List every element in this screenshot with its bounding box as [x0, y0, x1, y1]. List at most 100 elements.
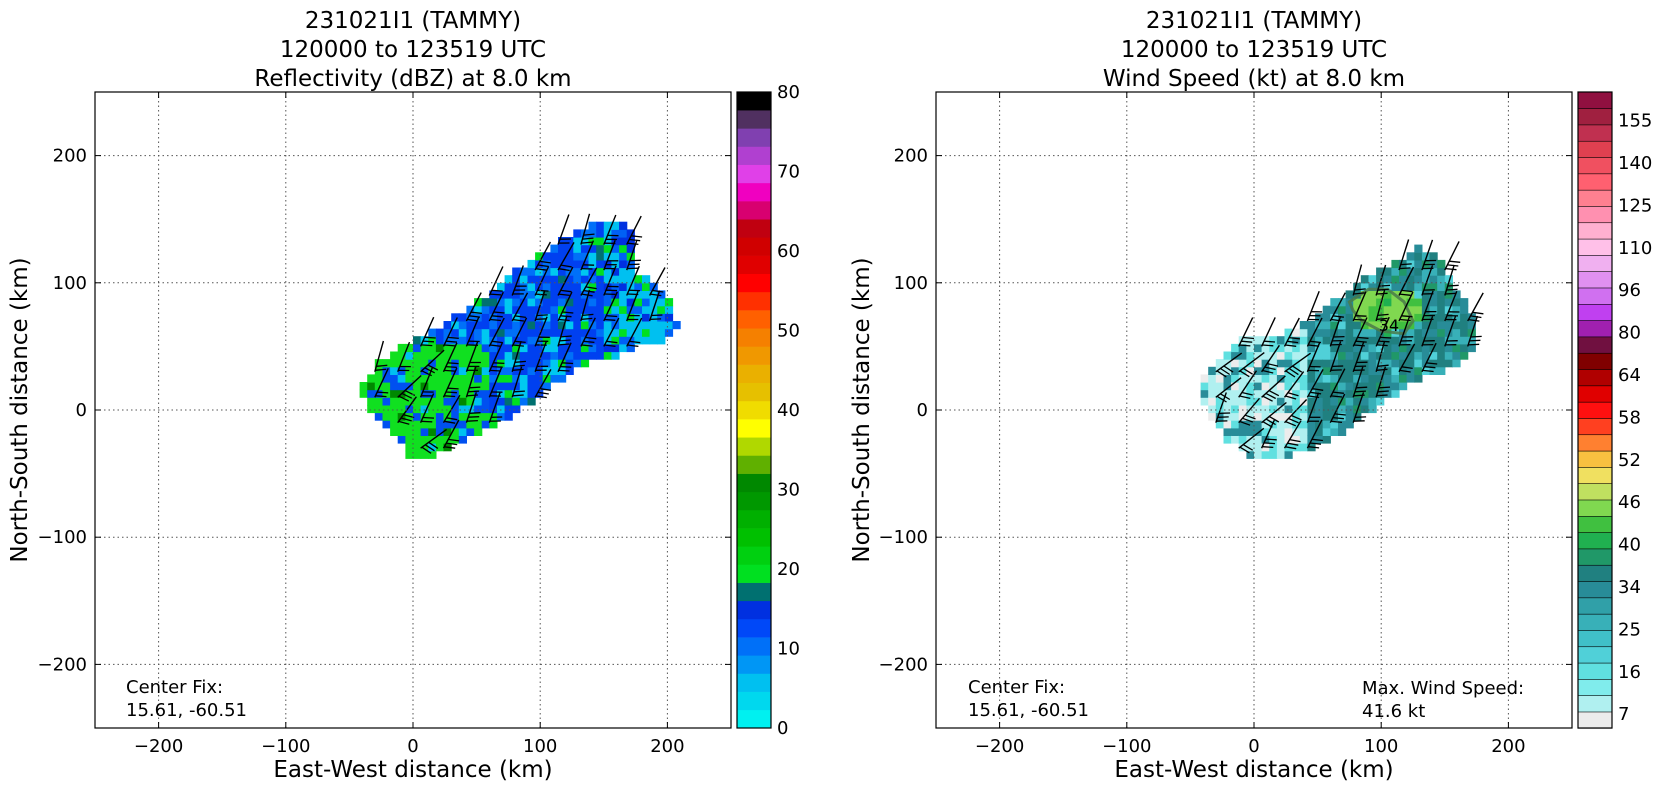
- echo-cell: [542, 374, 551, 383]
- echo-cell: [489, 328, 498, 337]
- echo-cell: [1200, 397, 1209, 406]
- echo-cell: [1414, 275, 1423, 284]
- echo-cell: [1276, 397, 1286, 406]
- wind-x-axis-label: East-West distance (km): [1114, 757, 1393, 783]
- echo-cell: [1338, 404, 1347, 414]
- echo-cell: [1368, 298, 1377, 307]
- echo-cell: [1292, 374, 1301, 383]
- wind-barb: [626, 317, 643, 348]
- echo-cell: [1223, 435, 1232, 444]
- echo-cell: [1223, 420, 1232, 429]
- echo-cell: [527, 321, 536, 330]
- echo-cell: [1276, 343, 1286, 353]
- echo-cell: [1276, 427, 1286, 436]
- echo-cell: [1231, 389, 1240, 398]
- echo-cell: [580, 275, 590, 284]
- echo-cell: [443, 427, 452, 436]
- max-wind-speed-label: Max. Wind Speed:: [1362, 678, 1524, 699]
- echo-cell: [489, 420, 498, 429]
- echo-cell: [1338, 305, 1347, 314]
- echo-cell: [1414, 282, 1423, 291]
- echo-cell: [550, 351, 559, 360]
- echo-cell: [1437, 282, 1446, 291]
- echo-cell: [1307, 328, 1316, 337]
- echo-cell: [1376, 359, 1385, 368]
- echo-cell: [603, 328, 612, 337]
- wind-barb: [488, 367, 503, 398]
- echo-cell: [466, 313, 475, 322]
- echo-cell: [1307, 382, 1316, 391]
- colorbar-segment: [1577, 352, 1613, 370]
- reflectivity-title-line-2: 120000 to 123519 UTC: [280, 37, 546, 63]
- echo-cell: [1391, 282, 1400, 291]
- echo-cell: [1376, 305, 1385, 314]
- echo-cell: [1322, 305, 1331, 314]
- echo-cell: [1322, 351, 1331, 360]
- echo-cell: [588, 305, 597, 314]
- echo-cell: [535, 321, 544, 330]
- echo-cell: [664, 305, 674, 314]
- echo-cell: [390, 382, 399, 391]
- echo-cell: [1307, 321, 1316, 330]
- wind-barb: [511, 366, 525, 398]
- echo-cell: [596, 282, 605, 291]
- x-tick-label: 0: [407, 736, 418, 757]
- echo-cell: [474, 351, 483, 360]
- colorbar-segment: [737, 182, 771, 202]
- echo-cell: [565, 328, 574, 337]
- echo-cell: [1269, 351, 1278, 360]
- echo-cell: [1376, 313, 1385, 322]
- wind-barb: [1375, 289, 1389, 322]
- echo-cell: [634, 290, 643, 299]
- echo-cell: [527, 366, 536, 375]
- echo-cell: [519, 305, 528, 314]
- echo-cell: [512, 305, 521, 314]
- echo-cell: [458, 366, 467, 375]
- echo-cell: [1292, 427, 1301, 436]
- echo-cell: [550, 267, 559, 276]
- echo-cell: [1292, 404, 1301, 414]
- echo-cell: [1299, 343, 1308, 353]
- colorbar-tick-label: 25: [1618, 619, 1641, 640]
- echo-cell: [619, 237, 628, 246]
- echo-cell: [497, 397, 506, 406]
- echo-cell: [405, 435, 414, 444]
- echo-cell: [1414, 351, 1423, 360]
- echo-cell: [1360, 366, 1369, 375]
- echo-cell: [512, 328, 521, 337]
- colorbar-segment: [1577, 597, 1613, 615]
- echo-cell: [397, 351, 406, 360]
- colorbar-segment: [737, 509, 771, 529]
- echo-cell: [374, 412, 383, 421]
- wind-barb: [465, 316, 480, 347]
- wind-barb: [1444, 291, 1460, 322]
- echo-cell: [382, 359, 391, 368]
- echo-cell: [512, 313, 521, 322]
- echo-cell: [1231, 435, 1240, 444]
- wind-barb: [1352, 264, 1366, 296]
- echo-cell: [1391, 298, 1400, 307]
- echo-cell: [519, 382, 528, 391]
- wind-barb: [603, 317, 620, 348]
- echo-cell: [1368, 389, 1377, 398]
- echo-cell: [603, 351, 612, 360]
- echo-cell: [458, 328, 467, 337]
- colorbar-segment: [737, 419, 771, 438]
- echo-cell: [1284, 397, 1293, 406]
- echo-cell: [1338, 321, 1347, 330]
- echo-cell: [1276, 336, 1286, 345]
- wind-barb: [580, 267, 598, 297]
- echo-cell: [1391, 313, 1400, 322]
- wind-barb: [1306, 342, 1321, 373]
- echo-cell: [1223, 382, 1232, 391]
- echo-cell: [634, 305, 643, 314]
- colorbar-tick-label: 16: [1618, 662, 1641, 683]
- echo-cell: [474, 336, 483, 345]
- echo-cell: [1299, 427, 1308, 436]
- wind-x-ticks: −200 −100 0 100 200: [975, 92, 1526, 757]
- echo-cell: [1429, 252, 1438, 261]
- colorbar-segment: [1577, 466, 1613, 484]
- echo-cell: [1391, 336, 1400, 345]
- echo-cell: [1437, 298, 1446, 307]
